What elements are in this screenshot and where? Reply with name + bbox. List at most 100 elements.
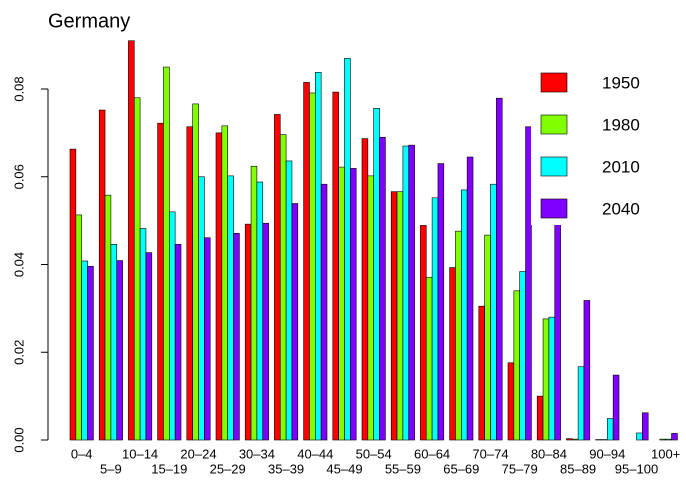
y-tick-label: 0.04 xyxy=(11,252,26,277)
x-tick-label: 80–84 xyxy=(531,446,567,461)
bar xyxy=(332,91,339,441)
bar xyxy=(104,194,112,441)
x-tick-label: 70–74 xyxy=(472,446,508,461)
bar xyxy=(215,132,223,441)
bar xyxy=(69,148,77,441)
legend-swatch xyxy=(540,156,568,177)
legend-label: 1950 xyxy=(602,73,640,92)
bar xyxy=(566,438,573,441)
bar xyxy=(390,191,398,441)
bar xyxy=(320,183,328,441)
chart-title: Germany xyxy=(48,10,130,32)
bar xyxy=(128,40,135,441)
bar xyxy=(431,197,439,441)
x-tick-label: 15–19 xyxy=(151,461,187,476)
bar xyxy=(402,145,410,441)
bar xyxy=(460,189,468,441)
bar xyxy=(449,267,456,441)
bar xyxy=(116,260,123,441)
bar xyxy=(571,438,579,441)
bar xyxy=(490,183,497,441)
bar xyxy=(309,92,316,441)
x-tick-label: 55–59 xyxy=(385,461,421,476)
y-tick-label: 0.02 xyxy=(11,340,26,365)
bar xyxy=(192,103,199,441)
bar xyxy=(221,125,229,441)
bar xyxy=(484,234,491,441)
bar xyxy=(87,265,94,441)
bar xyxy=(338,166,345,441)
x-tick-label: 0–4 xyxy=(71,446,93,461)
x-tick-label: 30–34 xyxy=(239,446,275,461)
bar xyxy=(577,366,585,441)
bar xyxy=(642,412,649,441)
bar xyxy=(157,122,164,441)
bar xyxy=(291,203,299,441)
x-tick-label: 95–100 xyxy=(615,461,658,476)
bar xyxy=(174,244,182,441)
bar xyxy=(314,72,322,441)
x-tick-label: 90–94 xyxy=(589,446,625,461)
bar xyxy=(256,181,264,441)
bar xyxy=(671,433,678,441)
bar xyxy=(361,138,369,441)
y-tick-label: 0.00 xyxy=(11,427,26,452)
x-tick-label: 5–9 xyxy=(100,461,122,476)
bar xyxy=(612,374,620,441)
x-tick-label: 65–69 xyxy=(443,461,479,476)
bar xyxy=(496,97,503,441)
bar xyxy=(373,108,380,441)
x-tick-label: 85–89 xyxy=(560,461,596,476)
bar xyxy=(548,316,556,441)
bar xyxy=(303,82,310,441)
x-tick-label: 10–14 xyxy=(122,446,158,461)
bar xyxy=(519,271,526,441)
bar xyxy=(466,156,474,441)
bar xyxy=(536,395,544,441)
bar xyxy=(455,230,462,441)
bar xyxy=(204,237,211,441)
bar xyxy=(478,305,485,441)
legend-label: 1980 xyxy=(602,115,640,134)
bar xyxy=(250,165,258,441)
bar xyxy=(350,168,357,441)
bar xyxy=(396,191,404,441)
bar xyxy=(233,233,240,441)
x-tick-label: 35–39 xyxy=(268,461,304,476)
bar xyxy=(133,97,141,441)
legend-label: 2040 xyxy=(602,199,640,218)
bar xyxy=(420,225,427,441)
bar xyxy=(169,211,176,441)
bar xyxy=(583,300,591,441)
bar xyxy=(279,134,287,441)
x-tick-label: 25–29 xyxy=(210,461,246,476)
bar xyxy=(98,109,106,441)
bar xyxy=(425,276,433,441)
bar xyxy=(659,438,666,441)
bar xyxy=(408,144,415,441)
bar xyxy=(344,57,351,441)
bar xyxy=(367,175,375,441)
x-tick-label: 100+ xyxy=(651,446,680,461)
bar xyxy=(525,126,532,441)
bar xyxy=(513,290,520,441)
bar xyxy=(145,252,153,441)
x-tick-label: 45–49 xyxy=(326,461,362,476)
legend-swatch xyxy=(540,72,568,93)
x-tick-label: 20–24 xyxy=(180,446,216,461)
bar xyxy=(75,214,82,441)
y-tick-label: 0.06 xyxy=(11,164,26,189)
x-tick-label: 75–79 xyxy=(502,461,538,476)
x-tick-label: 40–44 xyxy=(297,446,333,461)
bar xyxy=(244,223,252,441)
bar xyxy=(198,176,205,441)
bar xyxy=(139,228,147,441)
bar xyxy=(227,175,234,441)
bar xyxy=(262,222,269,441)
bar xyxy=(285,160,293,441)
bar xyxy=(507,362,515,441)
x-tick-label: 60–64 xyxy=(414,446,450,461)
y-tick-label: 0.08 xyxy=(11,76,26,101)
bar xyxy=(274,114,281,441)
